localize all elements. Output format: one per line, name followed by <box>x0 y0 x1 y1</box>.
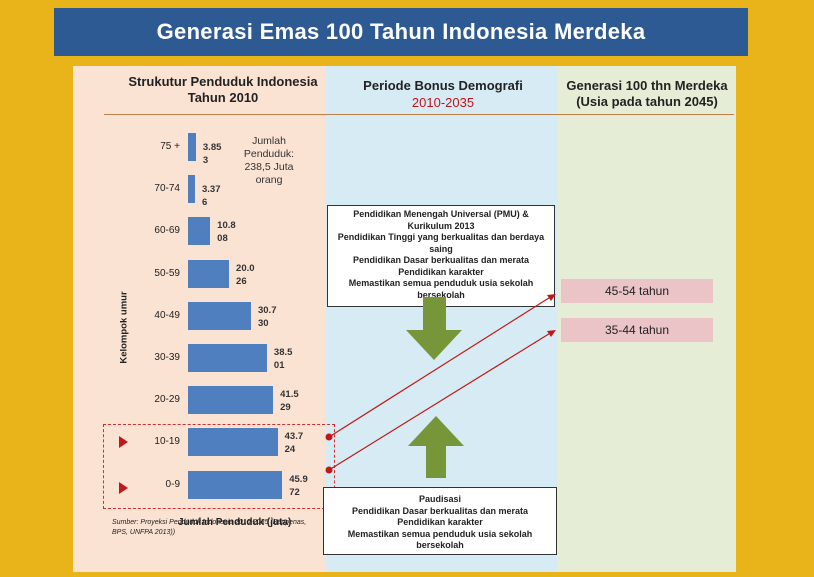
policy-box-bottom: Paudisasi Pendidikan Dasar berkualitas da… <box>323 487 557 555</box>
page-title: Generasi Emas 100 Tahun Indonesia Merdek… <box>156 19 646 44</box>
policy-line: Memastikan semua penduduk usia sekolah b… <box>347 528 533 551</box>
x-axis-label: Jumlah Penduduk (juta) <box>178 517 292 528</box>
down-arrow-icon <box>406 297 462 360</box>
mid-column-header: Periode Bonus Demografi 2010-2035 <box>330 78 556 111</box>
marker-10-19-icon <box>119 436 128 448</box>
category-label: 50-59 <box>154 267 180 279</box>
policy-line: Pendidikan Dasar berkualitas dan merata <box>351 505 529 516</box>
mid-header-line1: Periode Bonus Demografi <box>363 78 523 93</box>
category-label: 40-49 <box>154 309 180 321</box>
bar-0-9 <box>188 470 283 499</box>
age-box-45-54: 45-54 tahun <box>561 279 713 303</box>
category-label: 0-9 <box>165 478 180 490</box>
value-label: 20.026 <box>236 262 255 287</box>
arrowhead-0-9-icon <box>547 330 556 337</box>
left-header-line2: Tahun 2010 <box>187 90 259 105</box>
total-population-note: Jumlah Penduduk: 238,5 Juta orang <box>243 135 295 186</box>
policy-line: Pendidikan karakter <box>398 266 484 277</box>
left-header-line1: Strukutur Penduduk Indonesia <box>128 74 318 89</box>
category-label: 20-29 <box>154 394 180 406</box>
source-note: Sumber: Proyeksi Penduduk Indonesia 2010… <box>112 519 307 536</box>
value-label: 30.730 <box>257 304 277 329</box>
dot-10-19 <box>325 433 333 441</box>
policy-line: Pendidikan Menengah Universal (PMU) & <box>353 209 529 219</box>
right-column-header: Generasi 100 thn Merdeka (Usia pada tahu… <box>557 78 737 110</box>
right-header-line2: (Usia pada tahun 2045) <box>576 94 718 109</box>
policy-line: Pendidikan Tinggi yang berkualitas dan b… <box>337 232 545 254</box>
value-label: 43.724 <box>284 431 304 456</box>
policy-line: Pendidikan karakter <box>397 517 483 527</box>
category-label: 30-39 <box>154 352 180 363</box>
dot-0-9 <box>325 466 333 474</box>
bar-50-59 <box>188 259 230 288</box>
bar-10-19 <box>188 428 278 457</box>
right-header-line1: Generasi 100 thn Merdeka <box>566 78 728 93</box>
bar-70-74 <box>188 175 195 204</box>
policy-line: Pendidikan Dasar berkualitas dan merata <box>352 255 530 265</box>
policy-line: Kurikulum 2013 <box>407 220 475 231</box>
trajectory-line-10-19 <box>328 295 553 438</box>
policy-line: Paudisasi <box>418 494 462 504</box>
bar-20-29 <box>188 386 274 415</box>
arrowhead-10-19-icon <box>547 294 556 301</box>
value-label: 38.501 <box>273 347 293 371</box>
up-arrow-icon <box>408 416 464 478</box>
category-label: 75 + <box>160 141 180 152</box>
policy-box-top: Pendidikan Menengah Universal (PMU) & Kur… <box>327 205 555 307</box>
title-banner: Generasi Emas 100 Tahun Indonesia Merdek… <box>54 8 748 56</box>
bar-40-49 <box>188 301 251 330</box>
left-column-header: Strukutur Penduduk Indonesia Tahun 2010 <box>110 74 336 106</box>
value-label: 10.808 <box>217 220 236 245</box>
value-label: 3.376 <box>202 184 221 209</box>
marker-0-9-icon <box>119 482 128 494</box>
category-label: 70-74 <box>154 183 180 195</box>
value-label: 45.972 <box>289 473 308 498</box>
value-label: 3.853 <box>202 142 222 166</box>
mid-header-line2: 2010-2035 <box>411 95 475 110</box>
trajectory-line-0-9 <box>328 331 553 471</box>
bar-75 <box>188 133 196 161</box>
value-label: 41.529 <box>280 389 299 414</box>
policy-line: Memastikan semua penduduk usia sekolah b… <box>348 278 534 300</box>
bar-30-39 <box>188 344 267 372</box>
header-divider <box>104 114 734 115</box>
bar-60-69 <box>188 217 211 246</box>
category-label: 10-19 <box>154 436 180 448</box>
age-box-35-44: 35-44 tahun <box>561 318 713 342</box>
category-label: 60-69 <box>154 225 180 237</box>
